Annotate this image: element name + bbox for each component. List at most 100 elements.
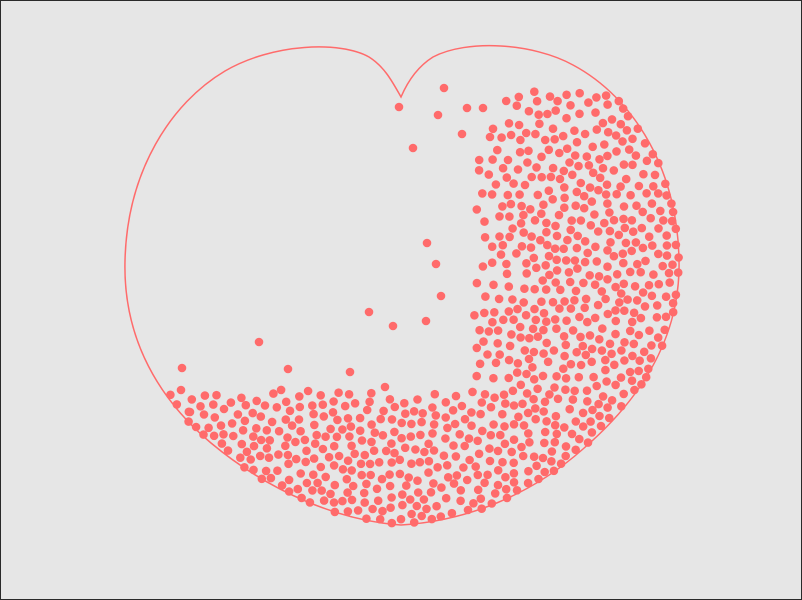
particle: [543, 240, 552, 250]
particle: [543, 357, 553, 367]
particle: [199, 410, 209, 419]
particle: [628, 351, 637, 361]
particle: [498, 240, 508, 250]
particle: [519, 210, 528, 220]
particle: [590, 210, 599, 219]
particle: [616, 289, 626, 298]
particle: [507, 330, 516, 339]
particle: [237, 393, 246, 403]
particle: [303, 386, 313, 396]
particle: [513, 359, 523, 368]
particle: [540, 135, 550, 145]
particle: [343, 414, 353, 423]
particle: [321, 432, 330, 442]
particle: [572, 243, 582, 253]
particle: [522, 389, 532, 398]
particle: [417, 417, 426, 427]
particle: [448, 406, 458, 415]
particle: [407, 459, 416, 469]
particle: [566, 359, 576, 369]
particle: [415, 457, 425, 467]
particle: [424, 456, 434, 466]
particle: [548, 163, 558, 173]
particle: [531, 414, 540, 424]
particle: [642, 189, 651, 198]
particle: [405, 495, 415, 504]
particle: [375, 515, 385, 524]
particle: [387, 415, 397, 424]
particle: [177, 363, 187, 373]
particle: [573, 264, 582, 273]
particle: [302, 478, 312, 488]
particle: [495, 350, 505, 359]
particle: [609, 215, 619, 225]
particle: [329, 498, 339, 507]
particle: [283, 433, 292, 442]
particle: [561, 256, 571, 265]
particle: [548, 297, 558, 307]
particle: [402, 481, 411, 490]
particle: [378, 431, 388, 440]
particle: [674, 253, 683, 262]
particle: [381, 446, 391, 456]
particle: [334, 388, 343, 398]
particle: [601, 355, 610, 365]
particle: [644, 232, 654, 241]
particle: [500, 422, 509, 431]
particle: [649, 270, 658, 279]
particle: [560, 423, 569, 432]
particle: [554, 210, 564, 220]
particle: [281, 397, 291, 407]
particle: [501, 472, 510, 482]
particle: [661, 179, 670, 189]
particle: [509, 401, 519, 410]
particle: [560, 193, 569, 203]
particle: [431, 411, 441, 420]
particle: [368, 504, 377, 514]
particle: [639, 169, 648, 179]
particle: [592, 125, 602, 134]
particle: [256, 412, 266, 421]
particle: [522, 369, 531, 379]
particle: [318, 400, 328, 410]
particle: [575, 312, 584, 322]
particle: [671, 224, 681, 234]
particle: [662, 231, 671, 240]
particle: [491, 358, 501, 368]
particle: [552, 266, 562, 275]
particle: [408, 143, 418, 153]
particle: [360, 498, 370, 507]
particle: [242, 447, 252, 457]
particle: [475, 359, 485, 369]
particle: [316, 462, 326, 472]
particle: [542, 338, 551, 348]
particle: [407, 509, 416, 519]
particle: [552, 324, 561, 334]
particle: [634, 366, 643, 376]
particle: [611, 316, 621, 326]
particle: [494, 294, 504, 304]
particle: [661, 292, 671, 302]
particle: [610, 360, 619, 370]
particle: [556, 285, 565, 295]
particle: [524, 354, 534, 364]
particle: [480, 390, 490, 399]
particle: [582, 152, 592, 161]
particle: [385, 470, 394, 479]
heart-container-outline: [124, 44, 680, 526]
particle: [516, 219, 526, 228]
particle: [647, 199, 657, 208]
particle: [227, 419, 237, 428]
particle: [550, 135, 559, 144]
particle: [598, 163, 608, 173]
particle: [668, 260, 677, 270]
particle: [611, 282, 620, 292]
particle: [656, 206, 665, 216]
particle: [572, 187, 582, 197]
particle: [540, 467, 549, 477]
particle: [614, 230, 624, 240]
particle: [575, 88, 584, 98]
particle: [587, 344, 597, 354]
particle: [376, 414, 386, 424]
particle: [489, 420, 498, 429]
